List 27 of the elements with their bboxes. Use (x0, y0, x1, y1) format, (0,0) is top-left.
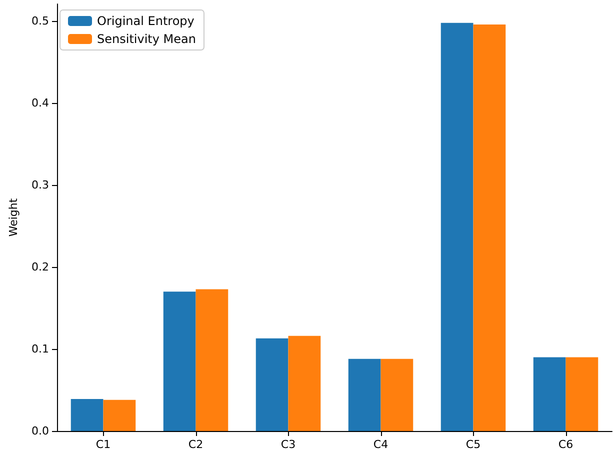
bar (440, 22, 474, 431)
y-tick-label: 0.4 (32, 96, 49, 110)
y-tick-label: 0.1 (32, 342, 49, 356)
bar (348, 358, 381, 431)
bar (533, 357, 566, 431)
bar (256, 338, 288, 431)
legend-label: Original Entropy (97, 14, 194, 28)
bar (380, 358, 414, 431)
y-tick-label: 0.3 (32, 178, 49, 192)
bar (288, 336, 321, 431)
bar (473, 24, 506, 431)
y-tick-label: 0.2 (32, 260, 49, 274)
bar (163, 292, 196, 431)
x-tick-label: C5 (466, 438, 481, 450)
x-tick-label: C3 (280, 438, 296, 450)
legend-label: Sensitivity Mean (97, 32, 196, 46)
x-tick-label: C4 (373, 438, 388, 450)
y-tick-label: 0.0 (32, 424, 49, 438)
bar (70, 399, 104, 431)
y-axis-title: Weight (7, 198, 20, 237)
y-tick-label: 0.5 (32, 14, 49, 28)
bar (103, 400, 136, 431)
bar (196, 289, 228, 431)
x-tick-label: C2 (188, 438, 204, 450)
x-tick-label: C1 (96, 438, 111, 450)
x-tick-label: C6 (558, 438, 574, 450)
bar (566, 357, 598, 431)
